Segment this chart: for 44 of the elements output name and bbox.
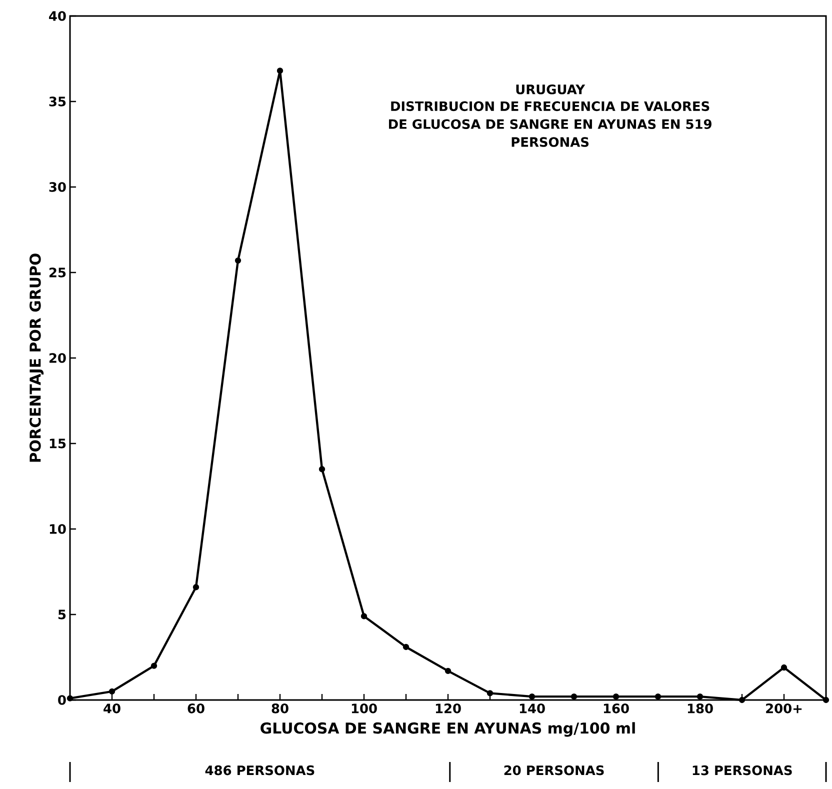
- point: [108, 688, 116, 695]
- text: URUGUAY: [516, 84, 586, 94]
- x-tick-label: 160: [604, 704, 629, 714]
- y-tick-label: 10: [50, 524, 66, 534]
- point: [696, 693, 704, 700]
- x-tick-label: 180: [688, 704, 713, 714]
- x-tick-label: 140: [520, 704, 545, 714]
- x-tick-label: 120: [436, 704, 461, 714]
- text: DISTRIBUCION DE FRECUENCIA DE VALORES DE GLUCOSA DE SANGRE EN AYUNAS EN 519 PERSONAS: [389, 101, 712, 147]
- point: [444, 668, 452, 674]
- point: [66, 695, 74, 702]
- point: [612, 693, 620, 700]
- y-tick-label: 25: [49, 268, 66, 278]
- point: [738, 696, 746, 704]
- y-axis-title: PORCENTAJE POR GRUPO: [30, 254, 44, 462]
- text: 20 PERSONAS: [504, 765, 604, 776]
- x-tick-label: 80: [272, 704, 288, 714]
- y-tick-label: 5: [58, 610, 66, 620]
- x-tick-label: 60: [188, 704, 204, 714]
- y-tick-label: 0: [58, 695, 66, 705]
- point: [780, 664, 788, 671]
- point: [570, 693, 578, 700]
- point: [654, 693, 662, 700]
- point: [150, 662, 158, 669]
- x-axis-title: GLUCOSA DE SANGRE EN AYUNAS mg/100 ml: [260, 722, 635, 737]
- point: [822, 696, 830, 704]
- point: [360, 613, 368, 620]
- point: [528, 693, 536, 700]
- x-tick-label: 200+: [766, 704, 802, 714]
- y-tick-label: 40: [49, 11, 66, 21]
- point: [276, 68, 284, 74]
- point: [318, 466, 326, 472]
- point: [234, 257, 242, 264]
- text: 486 PERSONAS: [205, 765, 314, 776]
- y-tick-label: 35: [49, 96, 66, 106]
- x-tick-label: 100: [352, 704, 377, 714]
- text: 13 PERSONAS: [692, 765, 792, 776]
- point: [402, 644, 410, 650]
- x-tick-label: 40: [104, 704, 120, 714]
- y-tick-label: 20: [49, 353, 66, 363]
- y-tick-label: 15: [50, 438, 66, 448]
- point: [192, 584, 200, 590]
- y-tick-label: 30: [49, 182, 66, 192]
- point: [486, 690, 494, 696]
